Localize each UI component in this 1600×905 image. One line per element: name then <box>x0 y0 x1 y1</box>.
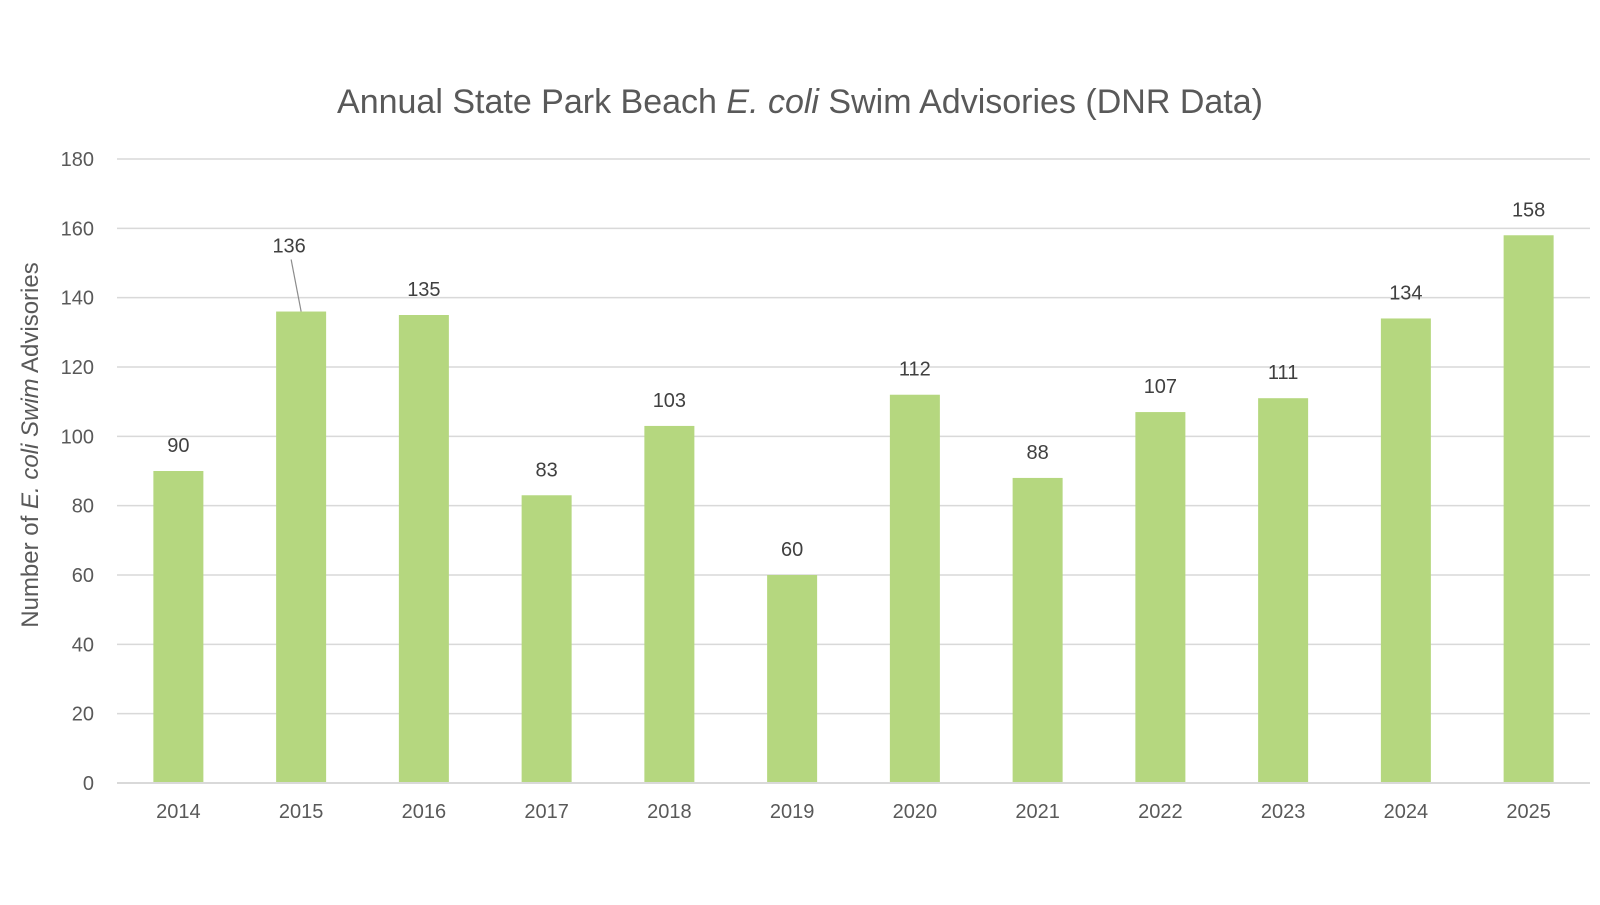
y-tick-label: 20 <box>72 704 94 726</box>
x-tick-label-2020: 2020 <box>893 801 938 823</box>
x-tick-label-2014: 2014 <box>156 801 201 823</box>
x-tick-label-2024: 2024 <box>1384 801 1429 823</box>
x-tick-label-2016: 2016 <box>402 801 447 823</box>
x-tick-label-2023: 2023 <box>1261 801 1306 823</box>
data-label-2020: 112 <box>899 359 931 381</box>
y-tick-label: 100 <box>61 426 94 448</box>
data-label-2017: 83 <box>536 459 558 481</box>
x-tick-label-2019: 2019 <box>770 801 815 823</box>
x-tick-label-2018: 2018 <box>647 801 692 823</box>
y-axis-label-italic: E. coli Swim <box>17 378 44 509</box>
data-labels: 90 136 135 83 103 60 112 88 107 111 134 158 <box>167 199 1545 561</box>
bar-2022 <box>1135 412 1186 783</box>
data-label-2024: 134 <box>1389 282 1422 304</box>
x-tick-label-2025: 2025 <box>1506 801 1551 823</box>
data-label-2018: 103 <box>653 390 686 412</box>
y-tick-label: 160 <box>61 218 94 240</box>
y-tick-label: 180 <box>61 149 94 171</box>
y-tick-label: 0 <box>83 773 94 795</box>
bar-2020 <box>889 394 940 783</box>
bar-2023 <box>1258 398 1309 783</box>
data-label-2022: 107 <box>1144 376 1177 398</box>
data-label-2016: 135 <box>407 279 440 301</box>
data-label-2015: 136 <box>272 236 305 258</box>
chart-title-prefix: Annual State Park Beach <box>337 83 726 121</box>
bar-2021 <box>1012 477 1063 783</box>
x-tick-label-2017: 2017 <box>524 801 569 823</box>
chart-title-italic: E. coli <box>726 83 820 121</box>
bar-2019 <box>767 575 818 783</box>
y-tick-label: 40 <box>72 634 94 656</box>
y-tick-label: 120 <box>61 357 94 379</box>
gridlines <box>117 158 1590 715</box>
bar-2015 <box>276 311 327 783</box>
chart-title-suffix: Swim Advisories (DNR Data) <box>819 83 1263 121</box>
x-tick-label-2015: 2015 <box>279 801 324 823</box>
bar-2025 <box>1503 235 1554 783</box>
bar-2018 <box>644 425 695 783</box>
y-axis-label-prefix: Number of <box>17 509 44 628</box>
leader-line-2015 <box>290 259 302 312</box>
data-label-2025: 158 <box>1512 199 1545 221</box>
chart-title: Annual State Park Beach E. coli Swim Adv… <box>337 83 1263 121</box>
y-tick-label: 60 <box>72 565 94 587</box>
x-tick-label-2022: 2022 <box>1138 801 1183 823</box>
y-axis-label-suffix: Advisories <box>17 262 44 378</box>
bar-2024 <box>1380 318 1431 783</box>
y-tick-label: 80 <box>72 496 94 518</box>
bar-2014 <box>153 471 204 783</box>
data-label-2014: 90 <box>167 435 189 457</box>
data-label-2021: 88 <box>1027 442 1049 464</box>
axes: 0 20 40 60 80 100 120 140 160 180 2014 2015 2016 2017… <box>61 149 1590 823</box>
x-tick-label-2021: 2021 <box>1015 801 1060 823</box>
bar-2017 <box>521 495 572 783</box>
y-axis-label: Number of E. coli Swim Advisories <box>17 262 44 627</box>
bar-2016 <box>398 315 449 783</box>
data-label-2023: 111 <box>1268 362 1298 384</box>
data-label-2019: 60 <box>781 539 803 561</box>
bars <box>153 235 1554 783</box>
y-tick-label: 140 <box>61 288 94 310</box>
